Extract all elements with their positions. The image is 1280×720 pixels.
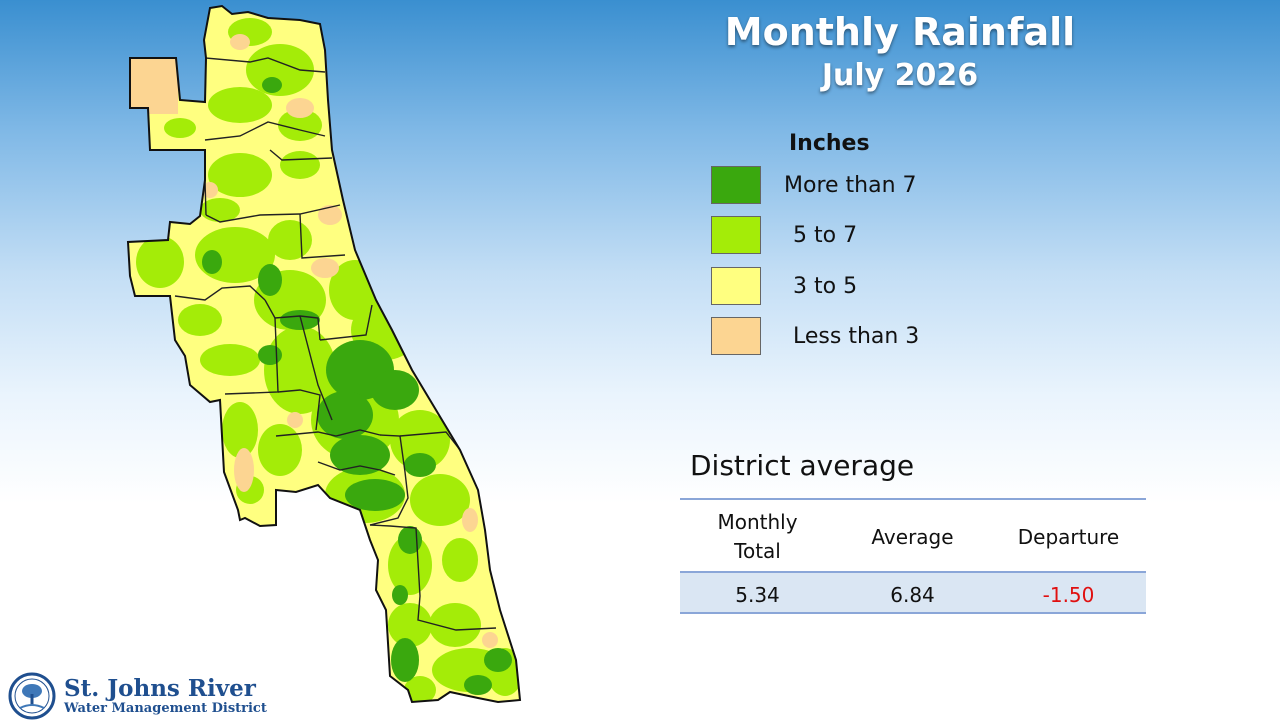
legend-swatch-3-to-5 [711,267,761,305]
district-logo: St. Johns River Water Management Distric… [8,672,267,720]
legend-swatch-5-to-7 [711,216,761,254]
district-average-title: District average [690,449,915,482]
legend-label-3-to-5: 3 to 5 [793,274,858,299]
legend-title: Inches [789,131,870,156]
value-departure: -1.50 [1042,583,1095,607]
logo-name: St. Johns River [64,675,256,702]
map-subtitle: July 2026 [821,58,979,93]
table-top-rule [680,498,1146,500]
col-header-departure: Departure [1017,525,1120,549]
col-header-average: Average [871,525,954,549]
table-mid-rule [680,571,1146,573]
legend-label-5-to-7: 5 to 7 [793,223,858,248]
value-monthly-total: 5.34 [735,583,780,607]
table-bottom-rule [680,612,1146,614]
tree-seal-icon [8,672,56,720]
legend-label-more-than-7: More than 7 [784,173,917,198]
legend-swatch-more-than-7 [711,166,761,204]
value-average: 6.84 [890,583,935,607]
map-title: Monthly Rainfall [724,10,1076,54]
col-header-monthly-total: Monthly Total [717,510,798,563]
legend-swatch-less-than-3 [711,317,761,355]
table-row [680,573,1146,613]
logo-subtitle: Water Management District [64,701,267,716]
legend-label-less-than-3: Less than 3 [793,324,920,349]
